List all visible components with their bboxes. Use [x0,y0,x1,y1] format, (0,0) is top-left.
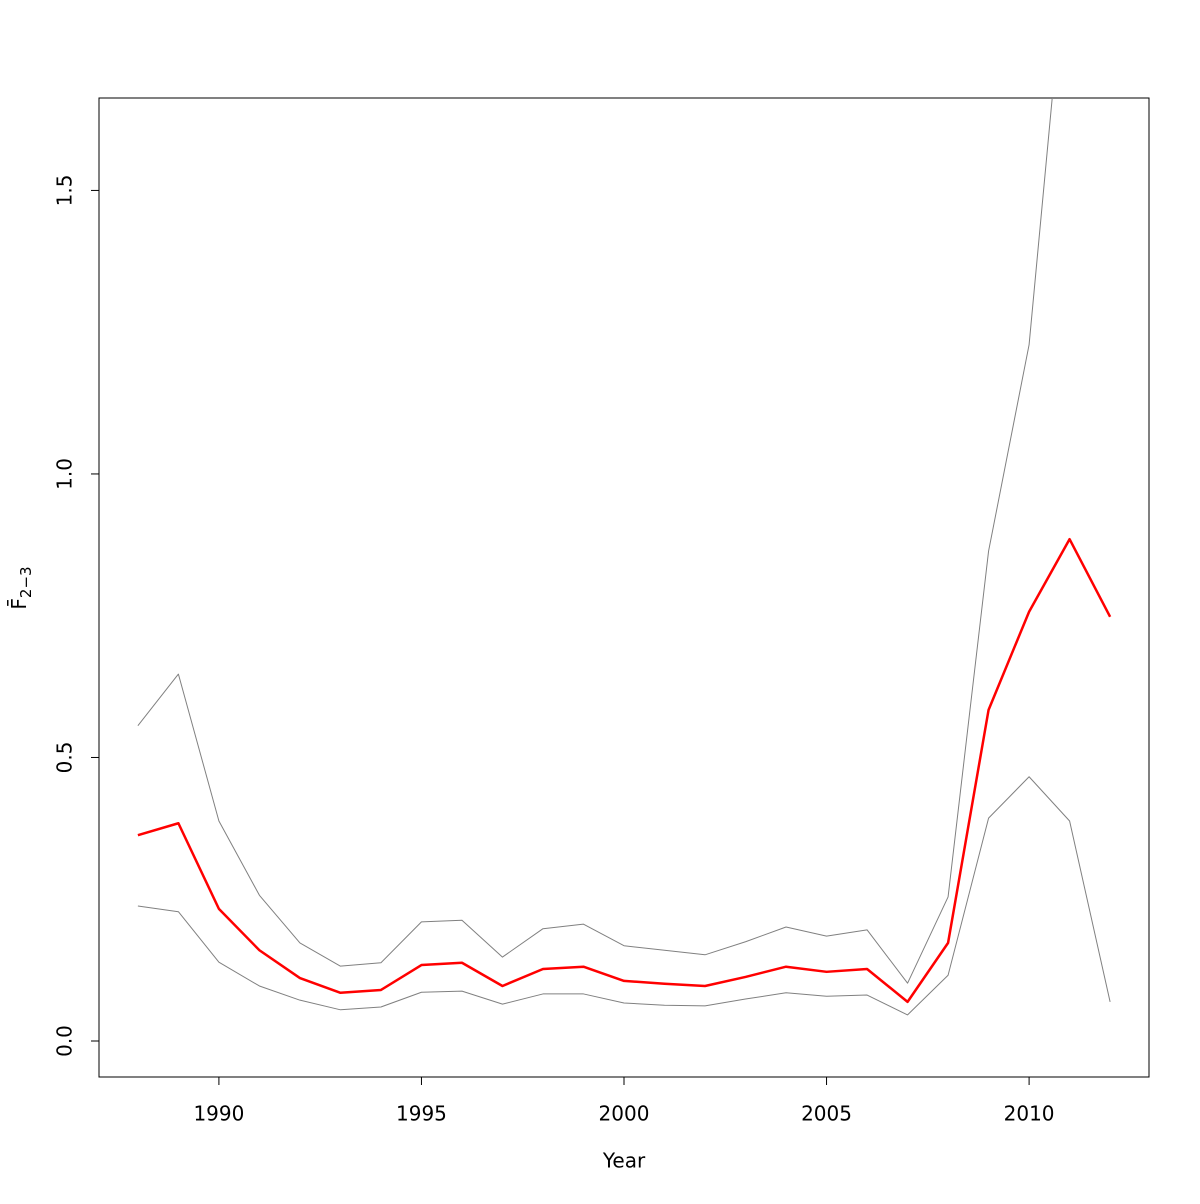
series-line [137,98,1053,984]
x-tick-label: 2000 [599,1102,650,1126]
y-tick-label: 0.0 [53,1025,77,1057]
y-tick-label: 1.0 [53,458,77,490]
y-tick-label: 1.5 [53,175,77,207]
series-line [137,776,1111,1016]
y-axis-label-main: F̄ [6,598,31,610]
x-tick-label: 1995 [396,1102,447,1126]
x-tick-label: 2005 [801,1102,852,1126]
plot-frame [98,97,1150,1078]
y-tick-label: 0.5 [53,742,77,774]
series-line [137,537,1112,1004]
y-axis-label: F̄2−3 [6,566,35,609]
plot-area [137,98,1112,1016]
x-tick-label: 2010 [1004,1102,1055,1126]
x-tick-label: 1990 [193,1102,244,1126]
y-axis-label-sub: 2−3 [17,566,35,598]
x-axis-label: Year [602,1149,646,1173]
